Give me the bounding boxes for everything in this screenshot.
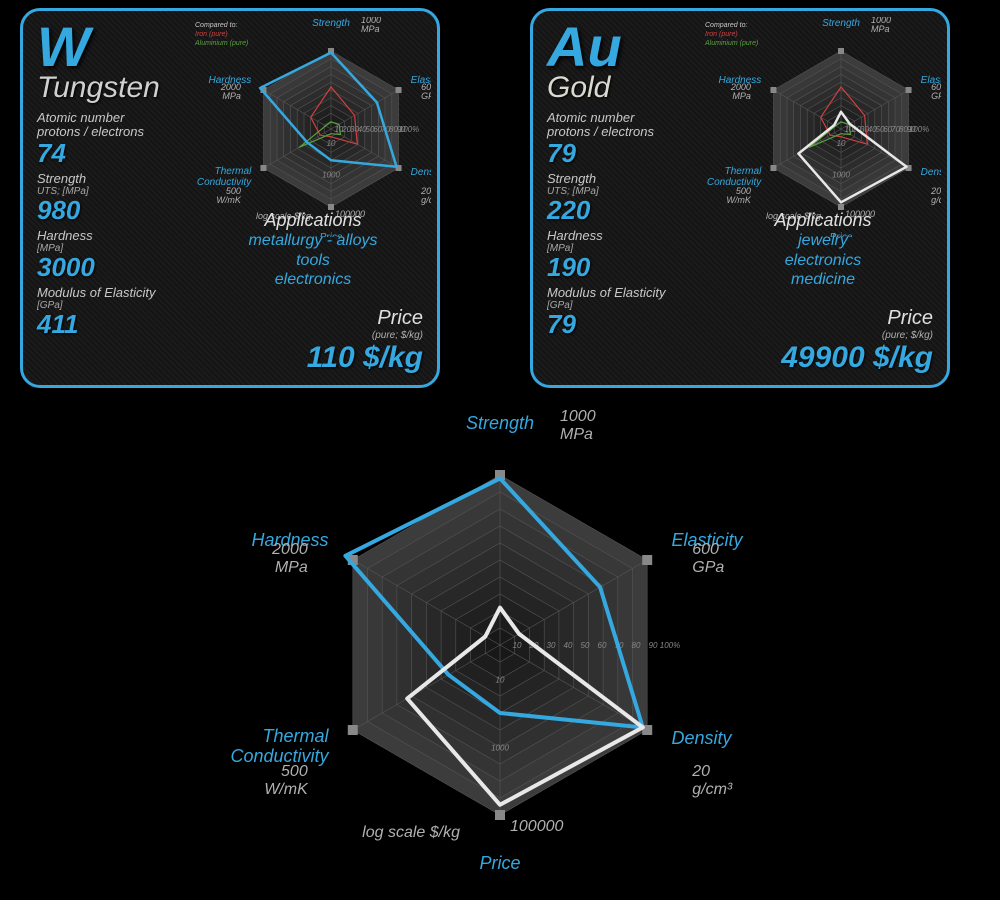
svg-text:MPa: MPa bbox=[732, 91, 751, 101]
svg-text:GPa: GPa bbox=[692, 559, 724, 576]
price-label: Price bbox=[203, 307, 423, 330]
svg-text:GPa: GPa bbox=[931, 91, 941, 101]
svg-text:500: 500 bbox=[281, 763, 308, 780]
element-symbol: W bbox=[37, 19, 217, 75]
property-value: 411 bbox=[37, 311, 217, 337]
svg-text:Thermal: Thermal bbox=[725, 166, 762, 177]
applications-label: Applications bbox=[203, 210, 423, 231]
price-label: Price bbox=[713, 307, 933, 330]
svg-text:1000: 1000 bbox=[491, 743, 509, 752]
svg-text:600: 600 bbox=[692, 541, 719, 558]
svg-text:Density: Density bbox=[411, 167, 431, 178]
price-value: 110 $/kg bbox=[203, 341, 423, 375]
svg-text:1000: 1000 bbox=[832, 170, 850, 179]
svg-text:1000: 1000 bbox=[322, 170, 340, 179]
property-value: 74 bbox=[37, 140, 217, 166]
applications-value: metallurgy - alloystoolselectronics bbox=[203, 231, 423, 289]
svg-text:Thermal: Thermal bbox=[215, 166, 252, 177]
property-label: Atomic numberprotons / electrons bbox=[547, 111, 727, 140]
svg-text:MPa: MPa bbox=[222, 91, 241, 101]
svg-text:100%: 100% bbox=[909, 125, 929, 134]
svg-text:log scale $/kg: log scale $/kg bbox=[362, 824, 460, 841]
svg-text:W/mK: W/mK bbox=[264, 781, 309, 798]
card-right-column: Applications metallurgy - alloystoolsele… bbox=[203, 210, 423, 375]
svg-text:Conductivity: Conductivity bbox=[707, 177, 762, 188]
svg-text:100%: 100% bbox=[660, 641, 680, 650]
svg-text:W/mK: W/mK bbox=[726, 195, 751, 205]
svg-text:20: 20 bbox=[691, 763, 710, 780]
svg-text:Strength: Strength bbox=[312, 18, 350, 29]
property-value: 79 bbox=[547, 140, 727, 166]
svg-text:Strength: Strength bbox=[822, 18, 860, 29]
radar-chart-mini: Strength1000MPaElasticity600GPaDensity20… bbox=[701, 17, 941, 237]
card-left-column: W Tungsten Atomic numberprotons / electr… bbox=[37, 19, 217, 337]
svg-text:Density: Density bbox=[921, 167, 941, 178]
svg-text:2000: 2000 bbox=[271, 541, 308, 558]
property-list: Atomic numberprotons / electrons74 Streng… bbox=[37, 111, 217, 337]
element-card-tungsten: W Tungsten Atomic numberprotons / electr… bbox=[20, 8, 440, 388]
svg-text:MPa: MPa bbox=[275, 559, 308, 576]
property-value: 3000 bbox=[37, 254, 217, 280]
page: W Tungsten Atomic numberprotons / electr… bbox=[0, 0, 1000, 900]
svg-text:90: 90 bbox=[649, 641, 658, 650]
card-left-column: Au Gold Atomic numberprotons / electrons… bbox=[547, 19, 727, 337]
property-label: Strength bbox=[547, 172, 727, 186]
svg-text:50: 50 bbox=[581, 641, 590, 650]
svg-text:g/cm³: g/cm³ bbox=[692, 781, 733, 798]
svg-text:Strength: Strength bbox=[466, 413, 534, 433]
svg-text:g/cm³: g/cm³ bbox=[421, 195, 431, 205]
svg-text:Price: Price bbox=[479, 853, 520, 873]
property-list: Atomic numberprotons / electrons79Streng… bbox=[547, 111, 727, 337]
svg-text:Conductivity: Conductivity bbox=[197, 177, 252, 188]
svg-text:Thermal: Thermal bbox=[263, 726, 330, 746]
applications-label: Applications bbox=[713, 210, 933, 231]
property-label: Strength bbox=[37, 172, 217, 186]
price-unit: (pure; $/kg) bbox=[713, 330, 933, 341]
svg-text:10: 10 bbox=[496, 675, 505, 684]
svg-text:100%: 100% bbox=[399, 125, 419, 134]
svg-text:10: 10 bbox=[513, 641, 522, 650]
svg-text:100000: 100000 bbox=[510, 818, 563, 835]
card-right-column: Applications jewelryelectronicsmedicine … bbox=[713, 210, 933, 375]
svg-text:GPa: GPa bbox=[421, 91, 431, 101]
price-unit: (pure; $/kg) bbox=[203, 330, 423, 341]
radar-chart-large: Strength1000MPaElasticity600GPaDensity20… bbox=[180, 405, 820, 895]
svg-text:40: 40 bbox=[564, 641, 573, 650]
price-value: 49900 $/kg bbox=[713, 341, 933, 375]
svg-text:10: 10 bbox=[327, 139, 336, 148]
svg-text:Conductivity: Conductivity bbox=[230, 746, 329, 766]
svg-text:g/cm³: g/cm³ bbox=[931, 195, 941, 205]
svg-text:MPa: MPa bbox=[560, 426, 593, 443]
property-value: 79 bbox=[547, 311, 727, 337]
property-label: Modulus of Elasticity bbox=[547, 286, 727, 300]
applications-value: jewelryelectronicsmedicine bbox=[713, 231, 933, 289]
property-label: Hardness bbox=[547, 229, 727, 243]
svg-text:MPa: MPa bbox=[871, 24, 890, 34]
element-symbol: Au bbox=[547, 19, 727, 75]
svg-text:1000: 1000 bbox=[560, 408, 596, 425]
svg-text:60: 60 bbox=[598, 641, 607, 650]
svg-text:MPa: MPa bbox=[361, 24, 380, 34]
radar-chart-mini: Strength1000MPaElasticity600GPaDensity20… bbox=[191, 17, 431, 237]
property-value: 190 bbox=[547, 254, 727, 280]
property-label: Modulus of Elasticity bbox=[37, 286, 217, 300]
svg-text:30: 30 bbox=[547, 641, 556, 650]
property-value: 220 bbox=[547, 197, 727, 223]
property-label: Hardness bbox=[37, 229, 217, 243]
svg-text:Density: Density bbox=[671, 728, 732, 748]
element-name: Gold bbox=[547, 71, 727, 105]
property-label: Atomic numberprotons / electrons bbox=[37, 111, 217, 140]
property-value: 980 bbox=[37, 197, 217, 223]
element-card-gold: Au Gold Atomic numberprotons / electrons… bbox=[530, 8, 950, 388]
svg-text:W/mK: W/mK bbox=[216, 195, 241, 205]
svg-text:10: 10 bbox=[837, 139, 846, 148]
element-name: Tungsten bbox=[37, 71, 217, 105]
svg-text:80: 80 bbox=[632, 641, 641, 650]
